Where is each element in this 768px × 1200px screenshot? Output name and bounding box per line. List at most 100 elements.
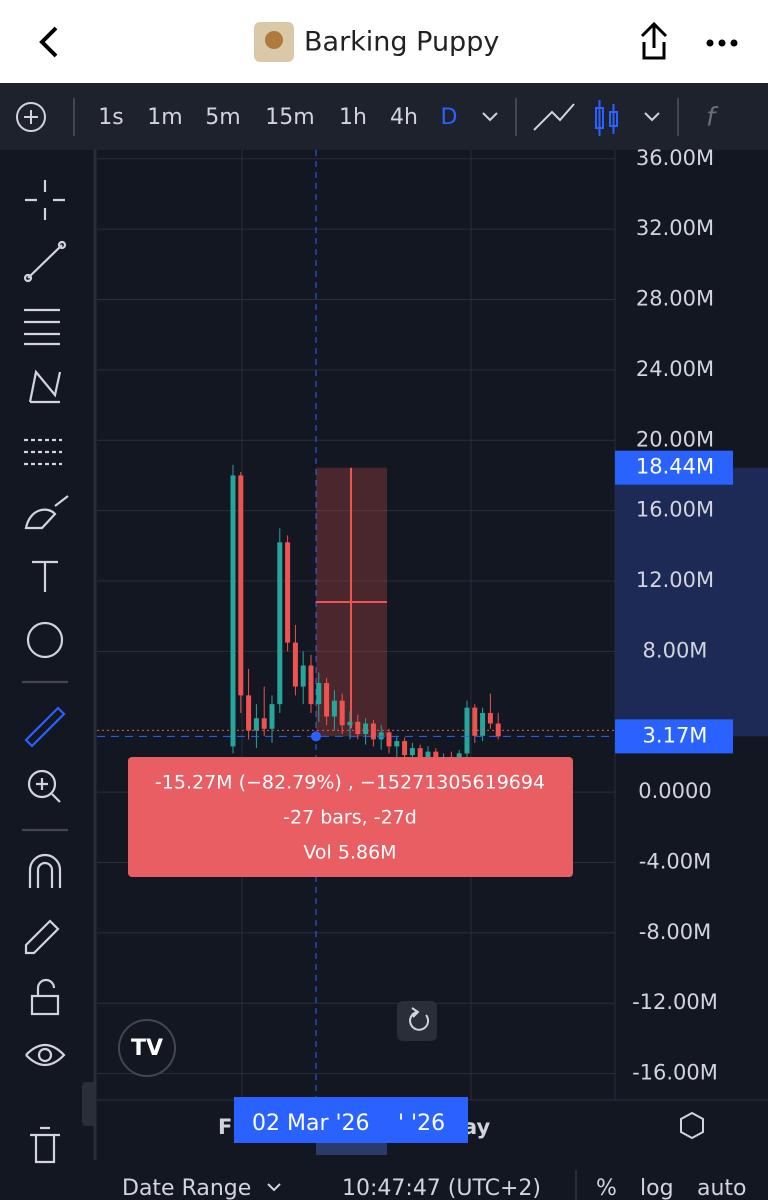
left-tools	[22, 180, 69, 1164]
candle-body	[308, 665, 314, 705]
percent-toggle[interactable]: %	[596, 1176, 617, 1200]
candle-body	[355, 721, 361, 735]
candle-body	[425, 751, 431, 759]
candle-body	[277, 542, 283, 705]
candle-body	[253, 718, 259, 731]
candle-body	[292, 642, 298, 687]
x-label: F	[218, 1115, 232, 1139]
ruler-tool[interactable]	[24, 706, 66, 748]
candle-body	[316, 683, 322, 705]
candle-body	[378, 732, 384, 740]
interval-dropdown[interactable]	[482, 112, 498, 122]
line-chart-button[interactable]	[533, 103, 575, 131]
y-tick-label: 20.00M	[636, 427, 714, 451]
reset-icon	[409, 1007, 430, 1031]
more-button[interactable]	[706, 39, 738, 47]
visibility-tool[interactable]	[25, 1043, 66, 1067]
pattern-tool[interactable]	[28, 369, 62, 404]
candle-body	[246, 695, 252, 731]
candle-body	[285, 542, 291, 643]
candle-chart-button[interactable]	[595, 100, 618, 136]
tv-logo-text: TV	[131, 1036, 163, 1061]
candle-body	[269, 704, 275, 729]
candle-body	[409, 748, 415, 756]
measure-line: Vol 5.86M	[303, 842, 396, 864]
reset-button[interactable]	[397, 1001, 437, 1041]
interval-button[interactable]: 5m	[205, 105, 240, 130]
y-tick-label: -8.00M	[639, 920, 711, 944]
measure-line: -15.27M (−82.79%) , −15271305619694	[155, 772, 545, 794]
avatar-dog	[265, 31, 283, 49]
candle-body	[238, 475, 244, 696]
header-title: Barking Puppy	[304, 27, 499, 58]
text-tool[interactable]	[32, 560, 58, 592]
candle-body	[456, 753, 462, 761]
fib-tool[interactable]	[24, 308, 60, 346]
measure-line: -27 bars, -27d	[283, 807, 417, 829]
chart-type-dropdown[interactable]	[644, 112, 660, 122]
candle-body	[487, 712, 493, 724]
delete-tool[interactable]	[30, 1126, 60, 1164]
crosshair-date: 02 Mar '26	[252, 1111, 370, 1136]
log-toggle[interactable]: log	[640, 1176, 674, 1200]
magnet-tool[interactable]	[28, 853, 62, 888]
price-label-box	[615, 719, 733, 754]
unlock-tool[interactable]	[30, 994, 60, 1016]
candle-body	[324, 683, 330, 717]
interval-button[interactable]: 4h	[390, 105, 418, 130]
date-range-button[interactable]: Date Range	[122, 1176, 251, 1200]
add-button[interactable]	[16, 102, 46, 132]
candle-body	[417, 748, 423, 759]
price-label: 18.44M	[636, 455, 714, 479]
y-tick-label: 16.00M	[636, 498, 714, 522]
candle-body	[339, 700, 345, 726]
candle-body	[363, 723, 369, 735]
crosshair-date2: ' '26	[398, 1111, 445, 1136]
interval-button[interactable]: 1m	[147, 105, 182, 130]
panel-toggle[interactable]	[82, 1082, 96, 1126]
crosshair-date-box	[234, 1097, 468, 1143]
price-label: 3.17M	[643, 723, 708, 747]
candle-body	[230, 475, 236, 747]
candle-body	[261, 718, 267, 729]
candle-body	[300, 665, 306, 687]
add-icon	[24, 110, 38, 124]
measure-tooltip	[128, 757, 573, 877]
share-button[interactable]	[640, 21, 668, 60]
candle-body	[331, 700, 337, 717]
auto-toggle[interactable]: auto	[697, 1176, 747, 1200]
settings-button[interactable]	[680, 1111, 704, 1140]
range-highlight	[316, 1143, 387, 1155]
y-tick-label: 8.00M	[643, 638, 708, 662]
y-tick-label: 24.00M	[636, 357, 714, 381]
candle-body	[347, 721, 353, 726]
y-tick-label: -12.00M	[632, 990, 718, 1014]
crosshair-tool[interactable]	[25, 180, 65, 220]
interval-button[interactable]: 1h	[339, 105, 367, 130]
header-bg	[0, 0, 768, 83]
lock-draw-tool[interactable]	[24, 919, 60, 955]
y-tick-label: 0.0000	[638, 779, 711, 803]
candle-body	[370, 723, 376, 740]
projection-tool[interactable]	[24, 438, 62, 466]
interval-button[interactable]: D	[441, 105, 458, 130]
y-tick-label: 32.00M	[636, 216, 714, 240]
interval-button[interactable]: 15m	[265, 105, 314, 130]
y-tick-label: 36.00M	[636, 146, 714, 170]
back-button[interactable]	[39, 26, 58, 58]
trendline-tool[interactable]	[27, 244, 63, 279]
price-label-box	[615, 450, 733, 485]
emoji-tool[interactable]	[26, 621, 64, 659]
candle-body	[402, 741, 408, 756]
y-tick-label: 28.00M	[636, 287, 714, 311]
tv-logo[interactable]	[118, 1019, 176, 1077]
date-range-caret	[267, 1183, 281, 1192]
brush-tool[interactable]	[24, 495, 69, 530]
interval-button[interactable]: 1s	[98, 105, 123, 130]
zoom-tool[interactable]	[27, 769, 57, 799]
y-tick-label: -4.00M	[639, 850, 711, 874]
candle-body	[386, 732, 392, 747]
y-tick-label: -16.00M	[632, 1061, 718, 1085]
